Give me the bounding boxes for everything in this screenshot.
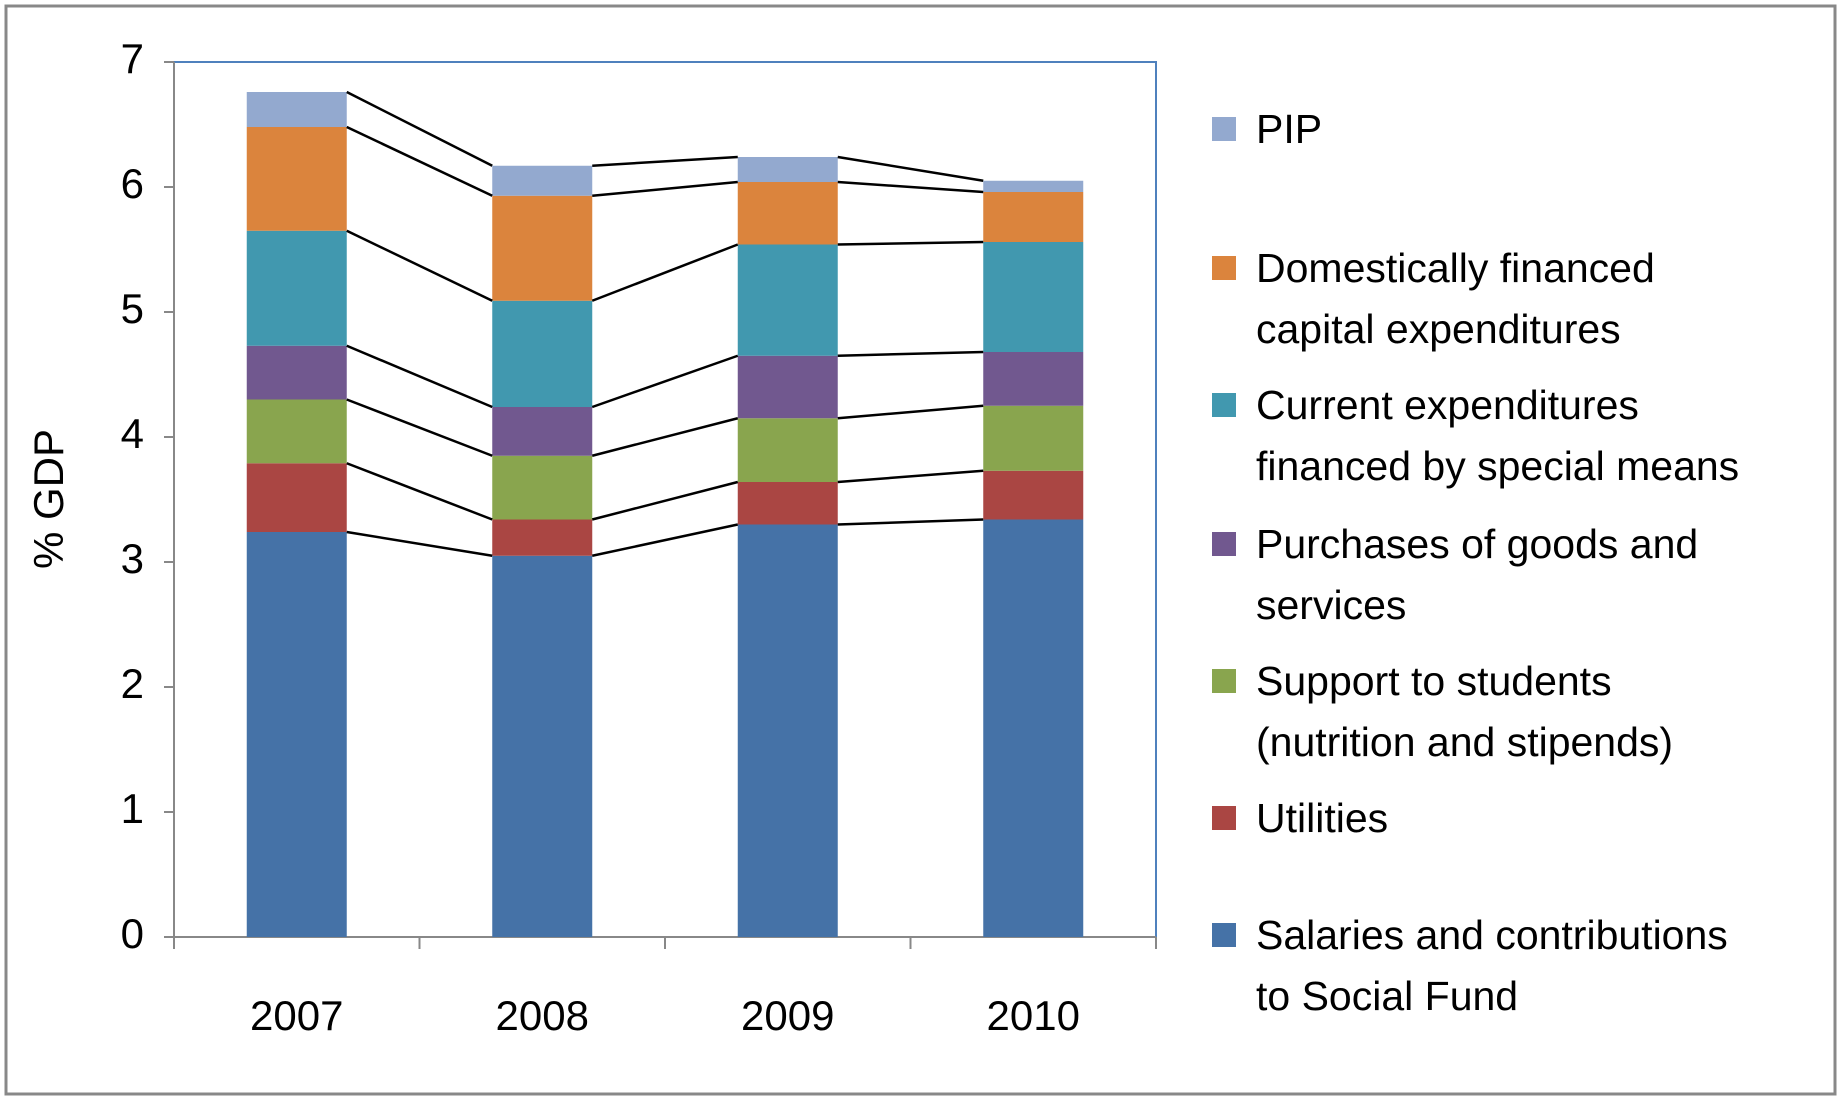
bar-segment [246,230,347,346]
y-axis-label: % GDP [25,429,72,569]
bar-segment [246,127,347,231]
connector-line [591,243,739,302]
connector-line [346,344,493,409]
bar-segment [246,463,347,532]
y-tick-label: 2 [121,660,144,707]
connector-line [837,180,984,194]
bar-segment [492,455,593,520]
bar-segment [983,242,1084,352]
y-tick-label: 5 [121,285,144,332]
bar-segment [246,92,347,127]
legend-label: Support to students (nutrition and stipe… [1256,658,1674,765]
bar-segment [492,165,593,196]
connector-line [346,530,493,557]
bar-segment [737,482,838,525]
connector-line [592,155,738,167]
legend-swatch [1212,393,1236,417]
connector-line [346,90,493,167]
bar-segment [983,470,1084,520]
y-tick-label: 0 [121,910,144,957]
bar-segment [246,399,347,464]
y-tick-label: 1 [121,785,144,832]
bar-segment [246,345,347,400]
x-tick-label: 2008 [496,992,589,1039]
connector-line [837,155,984,182]
connector-line [346,125,493,197]
connector-line [346,398,493,457]
bar-segment [492,407,593,456]
legend-swatch [1212,256,1236,280]
bar-segment [737,355,838,419]
legend-label: Purchases of goods and services [1256,521,1699,628]
y-tick-label: 6 [121,160,144,207]
connector-line [346,229,493,302]
connector-line [837,350,984,357]
bar-segment [737,524,838,937]
bar-segment [983,519,1084,937]
legend-swatch [1212,532,1236,556]
y-tick-label: 7 [121,35,144,82]
bar-segment [983,352,1084,406]
bar-segment [492,300,593,407]
connector-line [591,523,739,557]
bar-segment [737,157,838,182]
connector-line [346,462,493,521]
connector-line [837,240,984,246]
bar-segment [737,182,838,245]
x-tick-label: 2009 [741,992,834,1039]
connector-line [592,180,738,197]
bar-segment [492,195,593,301]
connector-line [591,480,739,521]
legend-swatch [1212,669,1236,693]
y-tick-label: 3 [121,535,144,582]
bar-segment [737,244,838,356]
legend-label: Utilities [1256,795,1389,841]
bar-segment [983,405,1084,471]
connector-line [837,469,984,484]
legend-swatch [1212,117,1236,141]
connector-line [591,354,739,409]
connector-line [837,518,984,526]
bar-segment [492,555,593,937]
bar-segment [492,519,593,556]
legend-swatch [1212,923,1236,947]
legend-label: PIP [1256,106,1323,152]
x-tick-label: 2007 [250,992,343,1039]
legend-label: Salaries and contributions to Social Fun… [1256,912,1728,1019]
connector-line [591,417,739,457]
y-tick-label: 4 [121,410,144,457]
connector-line [837,404,984,420]
x-tick-label: 2010 [987,992,1080,1039]
bar-segment [983,192,1084,242]
legend-label: Current expenditures financed by special… [1256,382,1740,489]
chart-border [4,4,1837,1096]
legend-label: Domestically financed capital expenditur… [1256,245,1655,352]
legend-swatch [1212,806,1236,830]
bar-segment [246,532,347,937]
bar-segment [983,180,1084,192]
bar-segment [737,418,838,482]
